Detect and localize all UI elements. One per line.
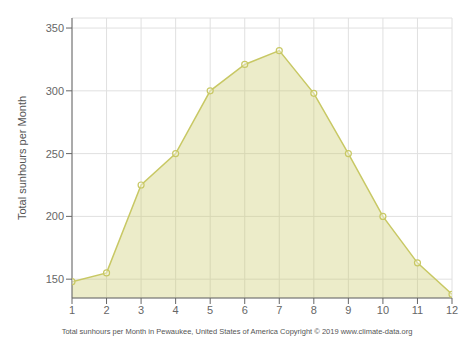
- svg-text:6: 6: [242, 304, 248, 316]
- svg-text:250: 250: [46, 148, 64, 160]
- svg-text:300: 300: [46, 85, 64, 97]
- svg-text:8: 8: [311, 304, 317, 316]
- svg-text:4: 4: [173, 304, 179, 316]
- svg-text:350: 350: [46, 22, 64, 34]
- svg-text:150: 150: [46, 273, 64, 285]
- svg-text:10: 10: [377, 304, 389, 316]
- svg-text:200: 200: [46, 210, 64, 222]
- svg-text:11: 11: [412, 304, 423, 316]
- svg-text:3: 3: [138, 304, 144, 316]
- svg-text:7: 7: [276, 304, 282, 316]
- svg-text:Total sunhours per Month: Total sunhours per Month: [16, 96, 28, 220]
- svg-text:9: 9: [345, 304, 351, 316]
- svg-text:1: 1: [69, 304, 75, 316]
- svg-text:12: 12: [446, 304, 458, 316]
- svg-text:5: 5: [207, 304, 213, 316]
- html-text:Total sunhours per Month in Pe: Total sunhours per Month in Pewaukee, Un…: [61, 327, 413, 336]
- svg-text:2: 2: [103, 304, 109, 316]
